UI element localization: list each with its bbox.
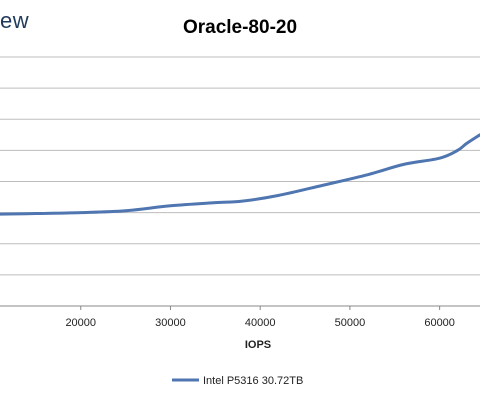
chart-title: Oracle-80-20 <box>183 17 297 38</box>
x-tick-label: 50000 <box>335 317 366 329</box>
x-tick-label: 30000 <box>155 317 186 329</box>
legend: Intel P5316 30.72TB <box>172 375 303 387</box>
x-tick-label: 40000 <box>245 317 276 329</box>
brand-logo-fragment: ew <box>0 8 30 33</box>
series-line <box>0 133 480 216</box>
x-tick-label: 20000 <box>65 317 96 329</box>
x-axis: 20000 30000 40000 50000 60000 <box>0 305 480 329</box>
series-layer <box>0 133 480 216</box>
legend-label: Intel P5316 30.72TB <box>203 375 303 387</box>
grid-lines <box>0 56 480 276</box>
x-axis-label: IOPS <box>245 339 271 351</box>
x-tick-label: 60000 <box>424 317 455 329</box>
